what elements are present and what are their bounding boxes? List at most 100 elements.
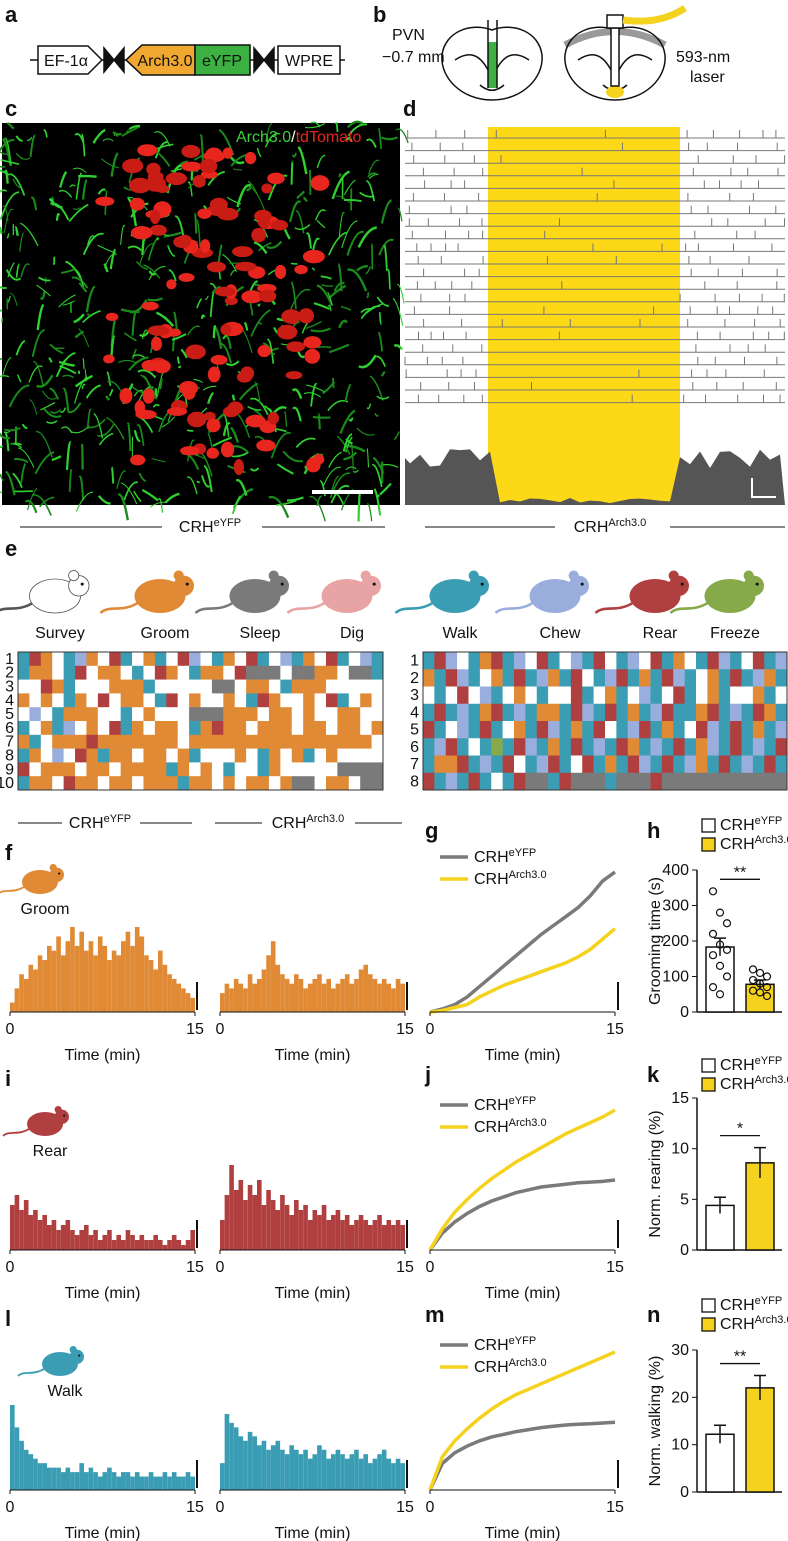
group-label: CRHeYFP xyxy=(69,813,131,832)
activity-bar xyxy=(391,1225,396,1250)
ethogram-segment xyxy=(223,762,236,777)
ethogram-segment xyxy=(18,748,30,763)
fiber xyxy=(196,298,203,309)
ethogram-segment xyxy=(775,755,788,774)
ethogram-segment xyxy=(752,772,765,791)
data-point xyxy=(748,965,758,974)
ethogram-segment xyxy=(337,665,350,680)
ethogram-segment xyxy=(246,679,258,694)
ethogram-segment xyxy=(40,707,53,722)
fiber xyxy=(365,138,377,149)
activity-bar xyxy=(294,1449,299,1490)
fiber xyxy=(131,385,144,394)
fiber xyxy=(393,431,401,441)
activity-bar xyxy=(229,1422,234,1490)
ethogram-segment xyxy=(337,762,350,777)
fiber xyxy=(80,443,84,470)
ethogram-segment xyxy=(348,652,361,667)
ethogram-segment xyxy=(200,679,213,694)
activity-bar xyxy=(70,927,75,1012)
ethogram-segment xyxy=(371,665,384,680)
activity-bar xyxy=(395,1220,401,1250)
fiber xyxy=(0,191,20,220)
ethogram-segment xyxy=(303,734,315,749)
cell xyxy=(241,290,263,304)
ethogram-segment xyxy=(154,679,167,694)
ethogram-segment xyxy=(337,679,350,694)
activity-bar xyxy=(107,1467,112,1490)
ethogram-segment xyxy=(120,679,133,694)
ethogram-segment xyxy=(40,748,53,763)
ethogram-segment xyxy=(246,748,258,763)
fiber xyxy=(306,384,325,393)
cell xyxy=(206,447,219,459)
ethogram-segment xyxy=(120,721,133,736)
legend-label: CRHArch3.0 xyxy=(474,869,547,888)
ethogram-segment xyxy=(29,707,42,722)
ethogram-segment xyxy=(661,755,674,774)
brain-outline xyxy=(441,26,543,101)
mouse-icon xyxy=(0,570,90,614)
ethogram-segment xyxy=(280,707,293,722)
ethogram-segment xyxy=(525,721,538,739)
activity-bar xyxy=(148,1240,154,1250)
ethogram-segment xyxy=(189,762,201,777)
mouse-body xyxy=(229,579,281,613)
activity-bar xyxy=(238,983,244,1012)
ethogram-segment xyxy=(246,721,258,736)
fiber xyxy=(332,377,335,389)
fiber xyxy=(380,199,393,224)
activity-bar xyxy=(10,1405,15,1490)
ethogram-segment xyxy=(86,707,99,722)
trace xyxy=(405,331,785,341)
row-label: 1 xyxy=(410,653,419,670)
fiber xyxy=(229,156,245,165)
lox-site xyxy=(113,45,125,75)
ethogram-segment xyxy=(52,652,64,667)
ethogram-segment xyxy=(166,707,178,722)
ethogram-segment xyxy=(166,762,178,777)
activity-bar xyxy=(229,1165,234,1250)
fiber xyxy=(163,231,183,238)
ethogram-segment xyxy=(570,721,583,739)
cell xyxy=(240,366,255,381)
cell xyxy=(199,158,218,174)
fiber xyxy=(65,441,72,471)
ethogram-segment xyxy=(120,707,133,722)
ethogram-segment xyxy=(143,652,156,667)
fiber xyxy=(92,128,106,144)
fiber xyxy=(20,263,30,278)
ethogram-segment xyxy=(120,734,133,749)
ethogram-segment xyxy=(200,748,213,763)
activity-bar xyxy=(134,1472,140,1490)
ethogram-segment xyxy=(120,776,133,791)
fiber xyxy=(337,262,343,292)
activity-bar xyxy=(153,1235,158,1250)
fiber xyxy=(39,290,46,300)
ethogram-segment xyxy=(303,707,315,722)
ethogram-segment xyxy=(257,665,270,680)
ethogram-segment xyxy=(673,755,685,774)
ethogram-segment xyxy=(696,755,708,774)
data-point xyxy=(708,929,718,939)
ethogram-segment xyxy=(268,734,281,749)
activity-bar xyxy=(139,1476,145,1490)
ethogram-segment xyxy=(536,703,549,722)
activity-bar xyxy=(190,1230,195,1250)
activity-bar xyxy=(51,950,57,1012)
ethogram-segment xyxy=(40,679,53,694)
ethogram-segment xyxy=(143,776,156,791)
ethogram-segment xyxy=(502,703,515,722)
x-tick-label: 0 xyxy=(216,1021,225,1038)
fiber xyxy=(65,260,82,279)
ethogram-segment xyxy=(120,748,133,763)
ethogram-segment xyxy=(582,721,594,739)
ethogram-segment xyxy=(434,703,447,722)
y-tick-label: 100 xyxy=(662,969,689,986)
fiber xyxy=(86,408,92,430)
fiber xyxy=(105,395,111,401)
legend-label-sup: eYFP xyxy=(755,1055,783,1067)
ethogram-segment xyxy=(29,721,42,736)
behavior-label: Freeze xyxy=(710,625,760,642)
fiber xyxy=(16,374,22,383)
